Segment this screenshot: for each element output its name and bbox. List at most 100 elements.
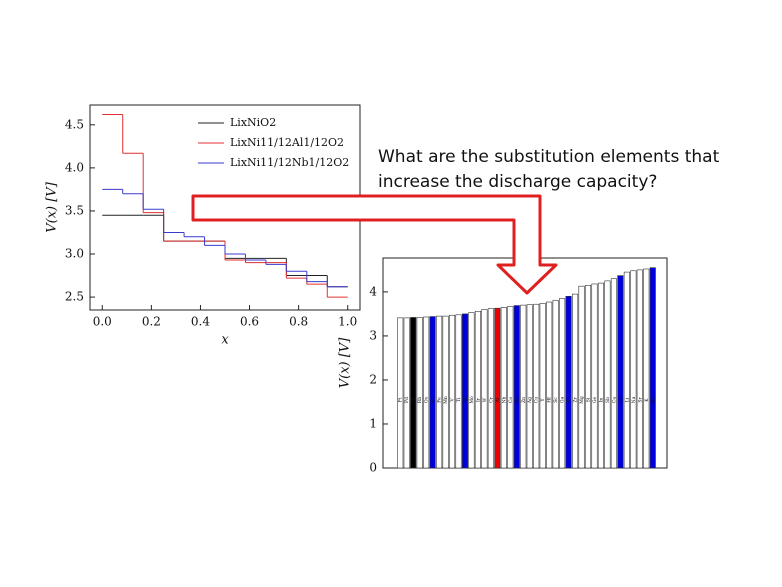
bar	[584, 284, 592, 469]
bar-label: Sn	[566, 397, 572, 403]
x-tick-label: 1.0	[338, 315, 357, 329]
bar-label: Pd	[404, 397, 410, 403]
y-tick-label: 0	[369, 461, 377, 475]
bar	[643, 268, 650, 469]
bar-label: Pt	[398, 397, 404, 402]
arrow	[191, 194, 558, 295]
bar-label: K	[644, 398, 650, 402]
bar-label: In	[598, 398, 604, 403]
bar-label: Sb	[605, 397, 611, 403]
bar-label: Ti	[456, 397, 462, 402]
bar-label: Nb	[501, 396, 507, 403]
bar-label: Ga	[560, 397, 566, 404]
y-tick-label: 2	[369, 372, 377, 386]
y-tick-label: 1	[369, 416, 377, 430]
bar	[572, 293, 579, 469]
bar	[591, 283, 598, 469]
bar-label: Na	[631, 396, 637, 403]
bar	[559, 298, 566, 469]
bar	[565, 296, 572, 469]
x-tick-label: 0.0	[93, 315, 112, 329]
y-axis-label: V(x) [V]	[338, 337, 353, 388]
legend-label: LixNi11/12Nb1/12O2	[230, 156, 349, 169]
bar-label: Si	[586, 397, 592, 402]
bar-label: Cr	[488, 396, 494, 402]
x-tick-label: 0.4	[191, 315, 210, 329]
bar	[520, 304, 527, 469]
bar-label: Co	[508, 397, 514, 403]
bar	[539, 303, 546, 469]
bar	[623, 271, 630, 469]
bar-label: Ni	[411, 397, 417, 403]
bar-label: Au	[430, 397, 436, 404]
bar	[604, 280, 611, 469]
bar	[552, 299, 559, 469]
bar	[533, 303, 540, 469]
bar-label: Y	[540, 397, 546, 402]
y-tick-label: 3.0	[65, 247, 84, 261]
bar	[481, 309, 488, 469]
y-tick-label: 2.5	[65, 290, 84, 304]
question-line: What are the substitution elements that	[378, 147, 720, 167]
y-tick-label: 3.5	[65, 203, 84, 217]
bar	[487, 308, 494, 469]
bar	[403, 317, 410, 469]
bar	[448, 314, 456, 469]
x-tick-label: 0.6	[240, 315, 259, 329]
bar	[455, 314, 462, 469]
bar	[436, 315, 443, 469]
x-tick-label: 0.8	[289, 315, 308, 329]
bar	[494, 307, 501, 469]
bar-label: Fe	[437, 397, 443, 403]
bar-label: Ta	[462, 397, 468, 403]
y-axis-label: V(x) [V]	[45, 181, 60, 232]
bar-label: Mo	[469, 396, 475, 404]
question-line: increase the discharge capacity?	[378, 172, 657, 192]
bar	[423, 316, 430, 469]
x-tick-label: 0.2	[142, 315, 161, 329]
bar	[507, 306, 514, 469]
bar	[468, 312, 475, 469]
bar-label: W	[482, 397, 488, 402]
bar	[617, 275, 624, 469]
bar-label: Mn	[443, 396, 449, 404]
bar-label: Zr	[573, 397, 579, 403]
bar-label: Hf	[547, 397, 553, 403]
y-tick-label: 4.0	[65, 160, 84, 174]
y-tick-label: 4.5	[65, 117, 84, 131]
bar-label: Cd	[618, 397, 624, 403]
bar	[526, 304, 533, 469]
bar-label: Re	[514, 397, 520, 403]
bar	[461, 313, 469, 469]
bar	[636, 269, 643, 469]
bar-label: Ca	[611, 397, 617, 403]
bar-label: V	[450, 398, 456, 403]
bar-label: Ge	[592, 397, 598, 404]
bar	[500, 307, 507, 469]
y-tick-label: 4	[369, 284, 377, 298]
bar	[597, 282, 604, 469]
bar	[397, 317, 404, 469]
bar-label: Mg	[579, 396, 585, 404]
bar-label: Ba	[650, 397, 656, 403]
y-tick-label: 3	[369, 328, 377, 342]
bar	[630, 270, 637, 469]
bar	[442, 315, 449, 469]
bar-label: Al	[495, 397, 501, 403]
bar-label: Sr	[637, 397, 643, 403]
bar	[649, 267, 656, 469]
bar-label: Ag	[527, 397, 533, 404]
bar-label: Sc	[553, 397, 559, 403]
bar-label: Cu	[534, 397, 540, 403]
bar	[429, 316, 436, 469]
bar	[513, 305, 520, 469]
bar	[474, 310, 481, 469]
bar-label: Os	[424, 396, 430, 403]
bar-label: Zn	[521, 397, 527, 403]
legend-label: LixNi11/12Al1/12O2	[230, 136, 344, 149]
bar-label: Li	[624, 397, 630, 402]
bar	[546, 301, 553, 469]
bar	[578, 285, 585, 469]
bar-label: Ir	[475, 397, 481, 402]
